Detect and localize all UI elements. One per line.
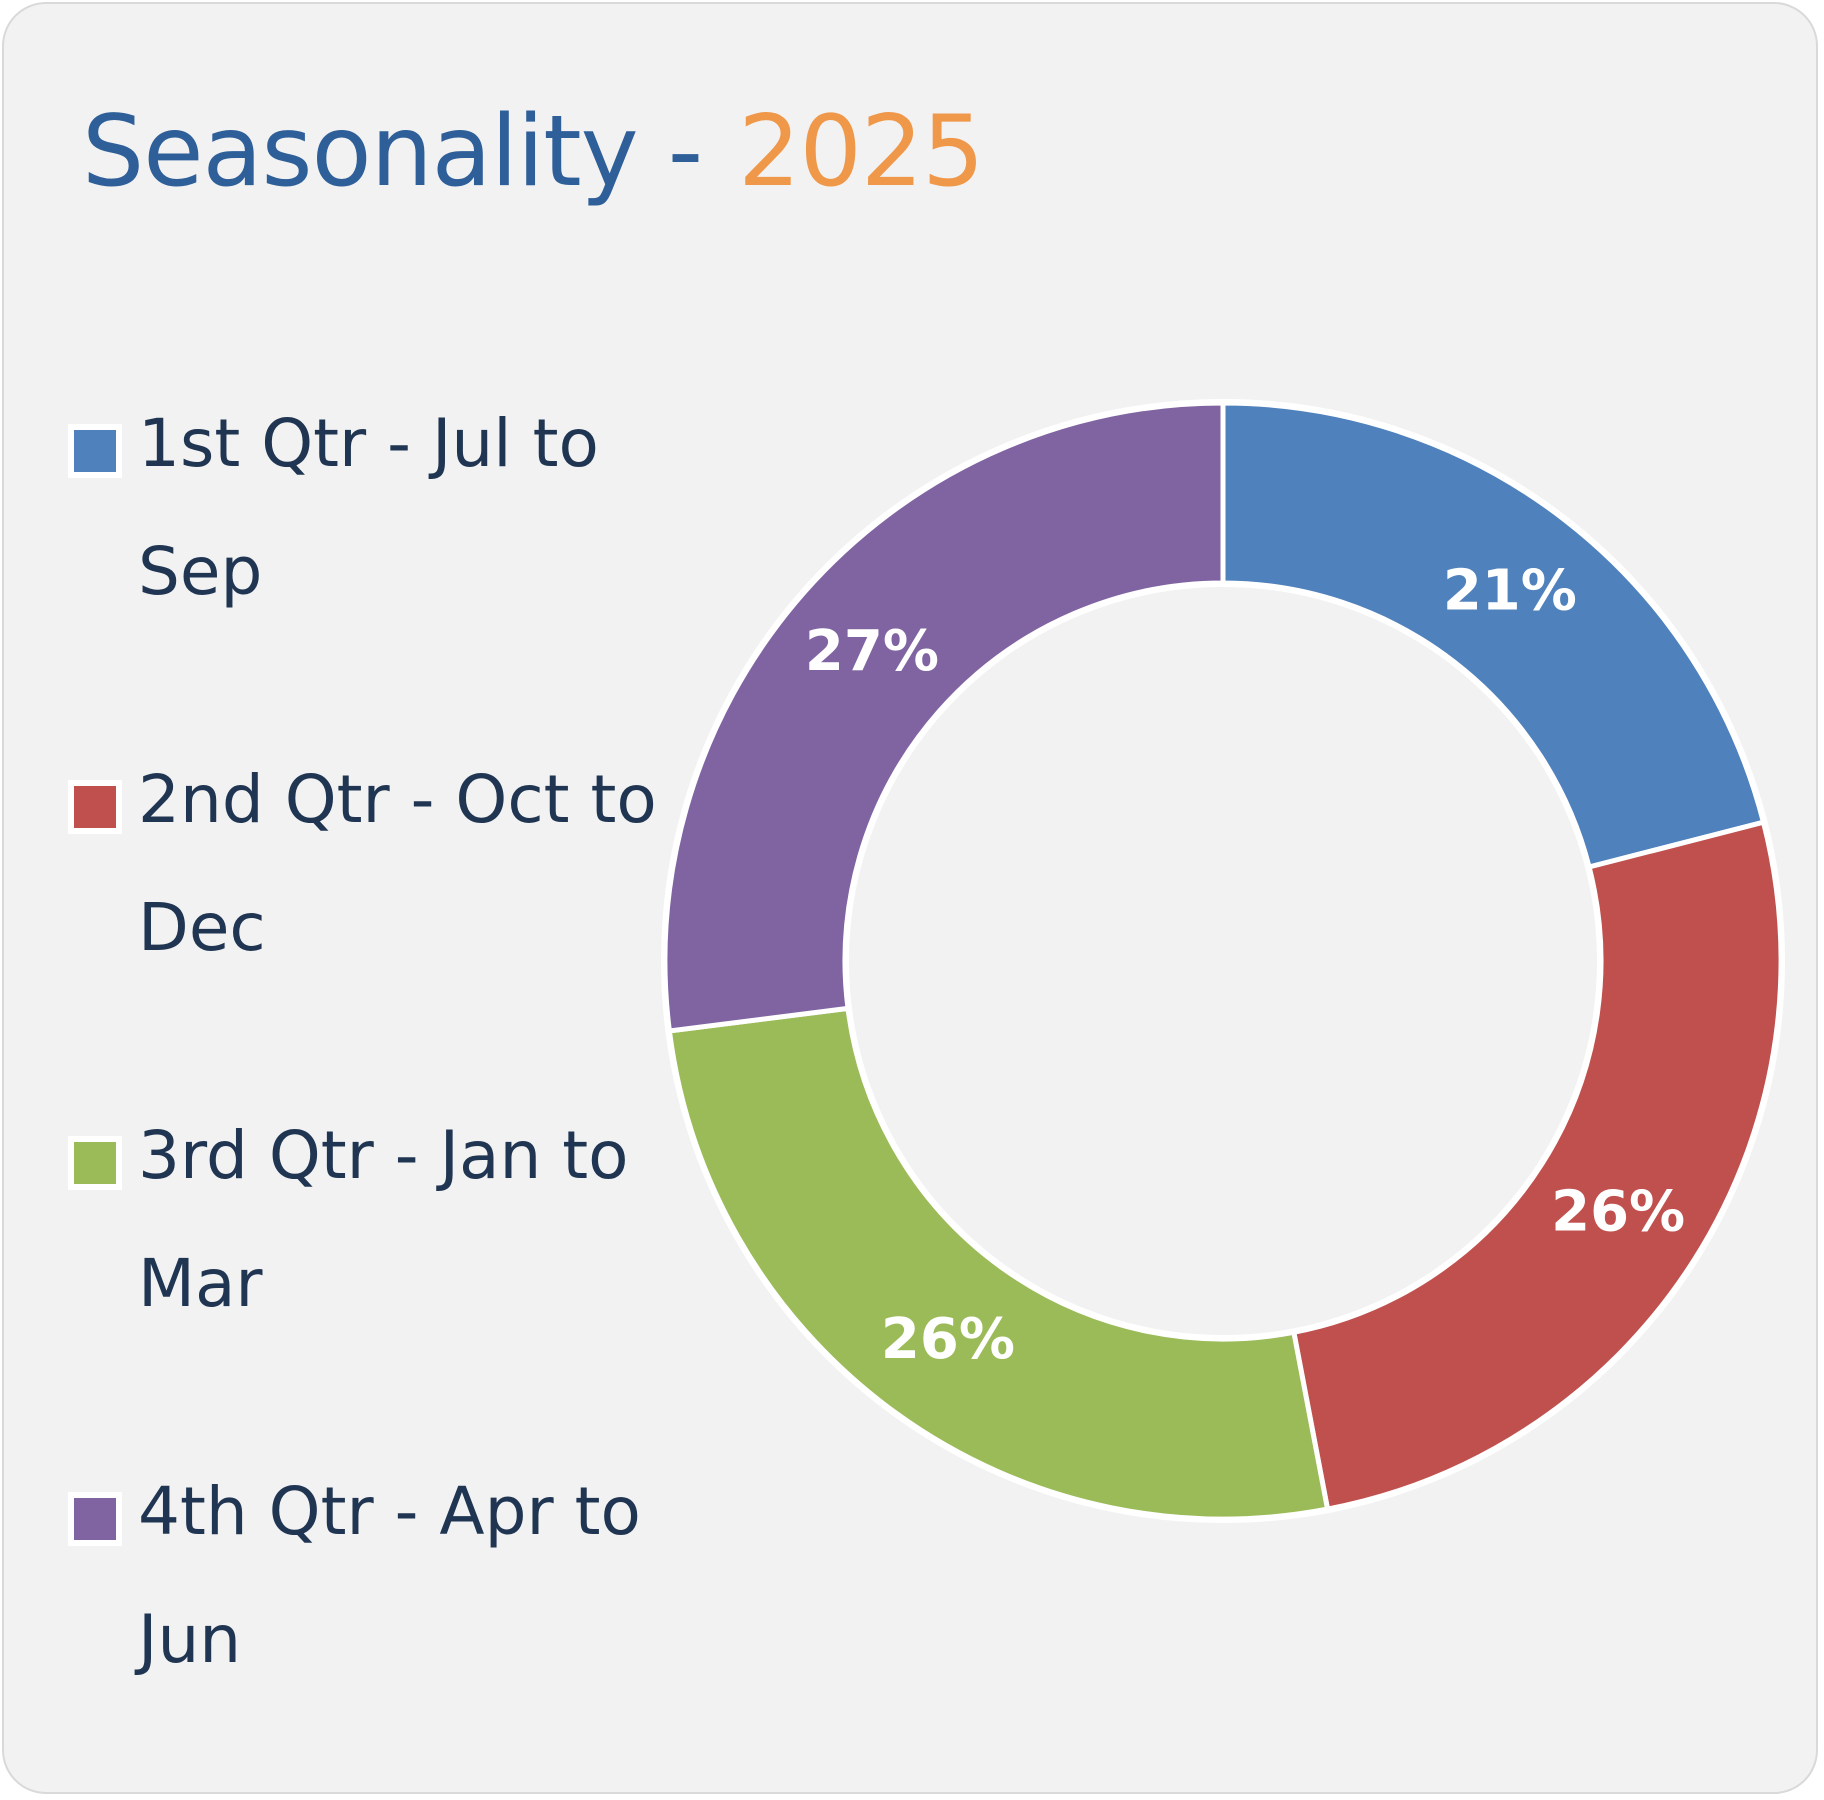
title-text: Seasonality - [82, 95, 703, 209]
donut-rim [661, 399, 1785, 1523]
legend-label: 4th Qtr - Apr to Jun [138, 1473, 641, 1678]
slice-value-label: 21% [1443, 559, 1577, 624]
chart-title: Seasonality - 2025 [82, 92, 985, 212]
legend-label: 2nd Qtr - Oct to Dec [138, 761, 657, 966]
slice-value-label: 26% [881, 1307, 1015, 1372]
title-year: 2025 [738, 95, 984, 209]
donut-slice [662, 400, 1226, 1034]
slice-value-label: 27% [805, 619, 939, 684]
legend-swatch [68, 424, 122, 478]
donut-rim [845, 583, 1601, 1339]
donut-slices [661, 399, 1785, 1523]
donut-labels: 21% 26% 26% 27% [805, 559, 1685, 1372]
legend-swatch [68, 1136, 122, 1190]
legend-label: 3rd Qtr - Jan to Mar [138, 1117, 629, 1322]
slice-value-label: 26% [1551, 1179, 1685, 1244]
legend-swatch [68, 1492, 122, 1546]
legend-label: 1st Qtr - Jul to Sep [138, 405, 599, 610]
legend-swatch [68, 780, 122, 834]
donut-chart: 21% 26% 26% 27% [661, 399, 1785, 1523]
